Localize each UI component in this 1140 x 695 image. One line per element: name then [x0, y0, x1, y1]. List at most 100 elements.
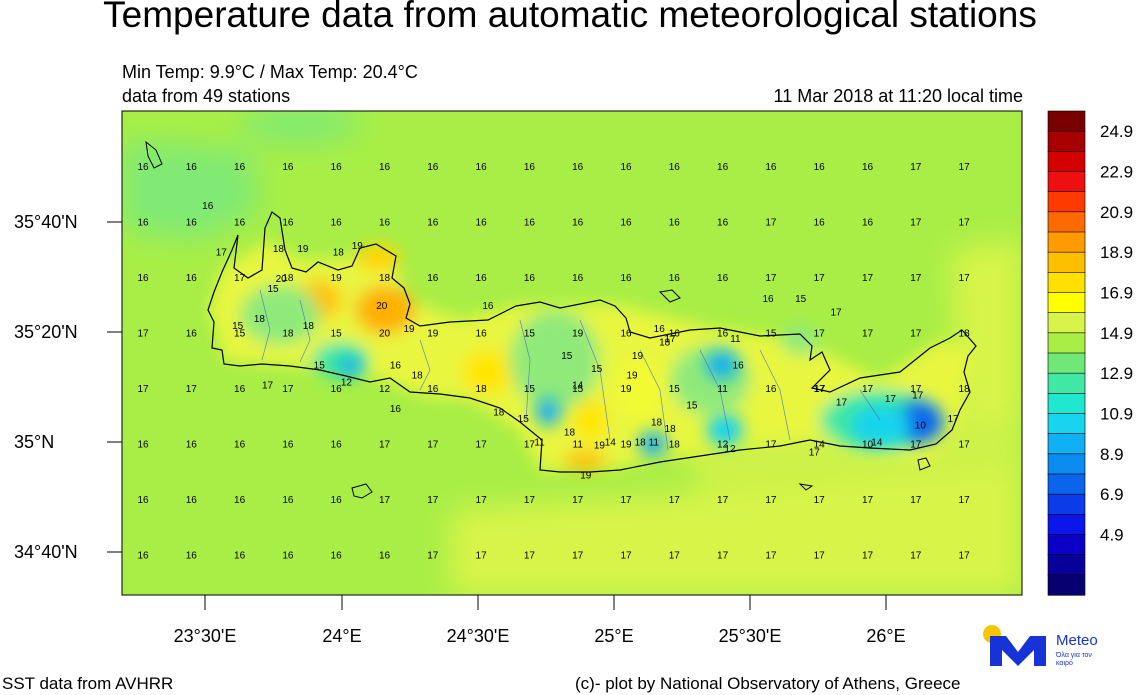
station-value-label: 15 [314, 361, 326, 372]
lat-tick-label: 35°20'N [14, 322, 78, 342]
grid-value-label: 16 [234, 162, 246, 173]
station-value-label: 18 [665, 424, 677, 435]
grid-value-label: 17 [669, 551, 681, 562]
grid-value-label: 16 [331, 384, 343, 395]
grid-value-label: 19 [427, 329, 439, 340]
grid-value-label: 17 [814, 384, 826, 395]
grid-value-label: 18 [959, 384, 971, 395]
grid-value-label: 16 [572, 162, 584, 173]
colorbar-swatch [1047, 312, 1086, 334]
grid-value-label: 17 [620, 551, 632, 562]
grid-value-label: 16 [186, 273, 198, 284]
colorbar [1047, 110, 1086, 596]
logo-name: Meteo [1056, 632, 1098, 649]
grid-value-label: 17 [862, 329, 874, 340]
grid-value-label: 15 [524, 384, 536, 395]
grid-value-label: 16 [572, 218, 584, 229]
station-value-label: 18 [659, 337, 671, 348]
temperature-field: 16 16 16 16 16 16 16 16 16 16 16 16 16 16 16 16 17 17 16 16… [122, 111, 1022, 595]
grid-value-label: 16 [379, 162, 391, 173]
colorbar-swatch [1047, 191, 1086, 213]
station-value-label: 16 [762, 294, 774, 305]
grid-value-label: 16 [186, 218, 198, 229]
colorbar-swatch [1047, 211, 1086, 233]
longitude-axis: 23°30'E 24°E 24°30'E 25°E 25°30'E 26°E [174, 595, 906, 646]
grid-value-label: 16 [234, 440, 246, 451]
grid-value-label: 16 [427, 162, 439, 173]
grid-value-label: 15 [331, 329, 343, 340]
grid-value-label: 16 [572, 273, 584, 284]
station-value-label: 19 [626, 371, 638, 382]
grid-value-label: 17 [910, 551, 922, 562]
grid-value-label: 17 [910, 218, 922, 229]
grid-value-label: 16 [137, 551, 149, 562]
colorbar-swatch [1047, 453, 1086, 475]
station-value-label: 19 [632, 351, 644, 362]
grid-value-label: 16 [137, 495, 149, 506]
grid-value-label: 16 [669, 218, 681, 229]
lat-tick-label: 35°N [14, 432, 54, 452]
colorbar-label: 20.9 [1100, 203, 1133, 222]
grid-value-label: 16 [620, 162, 632, 173]
grid-value-label: 17 [959, 495, 971, 506]
grid-value-label: 17 [862, 495, 874, 506]
latitude-axis: 35°40'N 35°20'N 35°N 34°40'N [14, 212, 122, 562]
station-value-label: 14 [605, 437, 617, 448]
grid-value-label: 17 [862, 273, 874, 284]
grid-value-label: 16 [524, 273, 536, 284]
grid-value-label: 17 [524, 551, 536, 562]
grid-value-label: 18 [476, 384, 488, 395]
colorbar-label: 10.9 [1100, 405, 1133, 424]
grid-value-label: 16 [476, 329, 488, 340]
grid-value-label: 17 [862, 384, 874, 395]
lon-tick-label: 25°30'E [719, 626, 782, 646]
grid-value-label: 16 [814, 162, 826, 173]
station-value-label: 19 [594, 441, 606, 452]
grid-value-label: 16 [282, 551, 294, 562]
grid-value-label: 17 [959, 551, 971, 562]
grid-value-label: 16 [717, 329, 729, 340]
grid-value-label: 16 [234, 384, 246, 395]
grid-value-label: 17 [765, 551, 777, 562]
station-value-label: 14 [572, 381, 584, 392]
station-value-label: 15 [267, 284, 279, 295]
grid-value-label: 18 [959, 329, 971, 340]
grid-value-label: 17 [814, 329, 826, 340]
grid-value-label: 16 [427, 218, 439, 229]
station-value-label: 16 [654, 324, 666, 335]
grid-value-label: 17 [427, 440, 439, 451]
grid-value-label: 18 [282, 273, 294, 284]
grid-value-label: 16 [476, 218, 488, 229]
colorbar-swatch [1047, 413, 1086, 435]
station-value-label: 15 [518, 414, 530, 425]
station-value-label: 17 [814, 384, 826, 395]
grid-value-label: 16 [717, 273, 729, 284]
grid-value-label: 14 [814, 440, 826, 451]
station-value-label: 19 [297, 244, 309, 255]
grid-value-label: 16 [669, 273, 681, 284]
grid-value-label: 12 [717, 440, 729, 451]
grid-value-label: 16 [331, 551, 343, 562]
grid-value-label: 20 [379, 329, 391, 340]
station-value-label: 18 [303, 321, 315, 332]
grid-value-label: 16 [137, 162, 149, 173]
station-value-label: 15 [795, 294, 807, 305]
grid-value-label: 17 [669, 495, 681, 506]
station-value-label: 18 [651, 417, 663, 428]
grid-value-label: 17 [234, 273, 246, 284]
grid-value-label: 16 [620, 273, 632, 284]
colorbar-label: 18.9 [1100, 243, 1133, 262]
grid-value-label: 17 [910, 384, 922, 395]
grid-value-label: 17 [379, 440, 391, 451]
grid-value-label: 17 [814, 495, 826, 506]
grid-value-label: 17 [282, 384, 294, 395]
grid-value-label: 18 [379, 273, 391, 284]
colorbar-swatch [1047, 151, 1086, 173]
grid-value-label: 17 [427, 495, 439, 506]
station-value-label: 19 [403, 324, 415, 335]
grid-value-label: 16 [137, 440, 149, 451]
lon-tick-label: 26°E [866, 626, 905, 646]
grid-value-label: 16 [814, 218, 826, 229]
grid-value-label: 12 [379, 384, 391, 395]
colorbar-label: 6.9 [1100, 485, 1124, 504]
